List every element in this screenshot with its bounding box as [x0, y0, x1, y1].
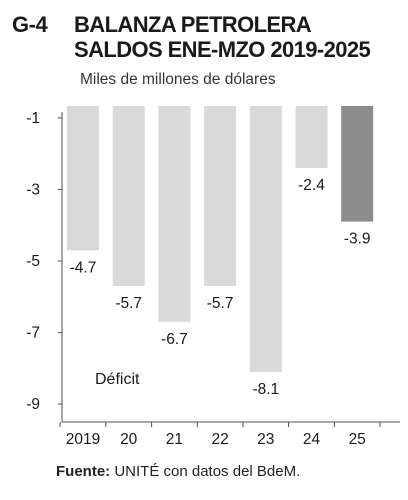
- bar-2019: [67, 106, 99, 251]
- x-tick-label-20: 20: [120, 431, 138, 448]
- data-label-21: -6.7: [161, 331, 188, 348]
- source-label: Fuente:: [56, 463, 111, 480]
- x-tick-label-25: 25: [349, 431, 366, 448]
- y-tick-label-4: -9: [26, 396, 40, 413]
- chart-title: BALANZA PETROLERA SALDOS ENE-MZO 2019-20…: [74, 12, 404, 62]
- source-note: Fuente: UNITÉ con datos del BdeM.: [56, 463, 300, 480]
- x-tick-label-2019: 2019: [66, 431, 100, 448]
- y-tick-label-0: -1: [26, 110, 40, 127]
- y-tick-label-1: -3: [26, 181, 40, 198]
- data-label-25: -3.9: [344, 231, 371, 248]
- y-tick-label-3: -7: [26, 325, 40, 342]
- x-tick-label-24: 24: [303, 431, 321, 448]
- data-label-22: -5.7: [207, 295, 234, 312]
- x-tick-label-23: 23: [257, 431, 274, 448]
- bar-22: [204, 106, 237, 286]
- chart-subtitle: Miles de millones de dólares: [80, 71, 276, 88]
- source-text: UNITÉ con datos del BdeM.: [114, 463, 301, 480]
- bar-20: [112, 106, 145, 286]
- bar-23: [249, 106, 282, 372]
- bar-25: [341, 106, 374, 222]
- deficit-annotation: Déficit: [95, 371, 140, 388]
- figure-code: G-4: [12, 12, 48, 37]
- bar-chart: -4.7 2019 -5.7 20 -6.7 21 -5.7 22 -8.1 23 -2.4 24 -3…: [26, 106, 400, 448]
- data-label-23: -8.1: [252, 381, 279, 398]
- bar-24: [295, 106, 328, 168]
- data-label-2019: -4.7: [70, 259, 97, 276]
- data-label-24: -2.4: [298, 177, 325, 194]
- y-tick-label-2: -5: [26, 253, 40, 270]
- x-tick-label-21: 21: [166, 431, 183, 448]
- x-tick-label-22: 22: [211, 431, 228, 448]
- chart-title-line-2: SALDOS ENE-MZO 2019-2025: [74, 37, 371, 62]
- bar-21: [158, 106, 191, 322]
- chart-title-line-1: BALANZA PETROLERA: [74, 12, 312, 37]
- data-label-20: -5.7: [115, 295, 142, 312]
